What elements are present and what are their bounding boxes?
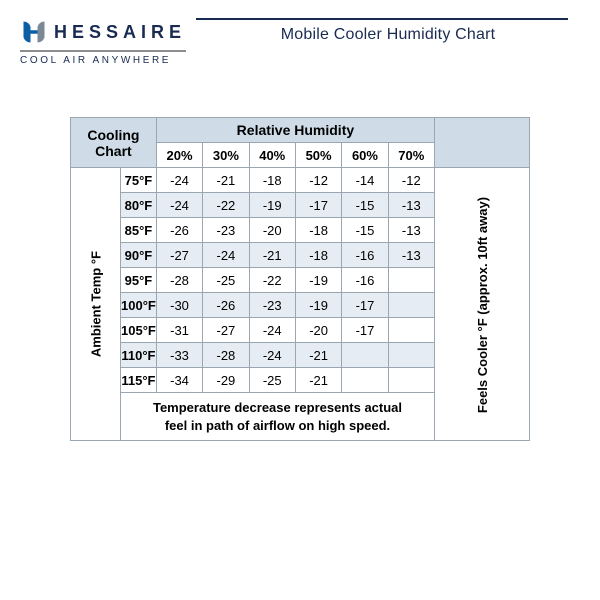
humidity-col-3: 50%: [295, 143, 341, 168]
cell-1-3: -17: [295, 193, 341, 218]
humidity-col-2: 40%: [249, 143, 295, 168]
cell-4-3: -19: [295, 268, 341, 293]
cell-8-5: [388, 368, 434, 393]
cell-5-4: -17: [342, 293, 388, 318]
temp-row-4: 95°F: [121, 268, 157, 293]
footnote: Temperature decrease represents actualfe…: [121, 393, 435, 441]
cell-0-1: -21: [203, 168, 249, 193]
right-label: Feels Cooler °F (approx. 10ft away): [435, 168, 530, 441]
cell-0-2: -18: [249, 168, 295, 193]
cell-2-5: -13: [388, 218, 434, 243]
title-block: Mobile Cooler Humidity Chart: [196, 18, 580, 44]
humidity-col-4: 60%: [342, 143, 388, 168]
temp-row-3: 90°F: [121, 243, 157, 268]
col-group-label: Relative Humidity: [156, 118, 434, 143]
brand-name: HESSAIRE: [54, 22, 186, 43]
cell-6-2: -24: [249, 318, 295, 343]
cell-6-5: [388, 318, 434, 343]
cell-8-2: -25: [249, 368, 295, 393]
cell-3-3: -18: [295, 243, 341, 268]
temp-row-2: 85°F: [121, 218, 157, 243]
humidity-col-5: 70%: [388, 143, 434, 168]
cell-3-0: -27: [156, 243, 202, 268]
cell-1-1: -22: [203, 193, 249, 218]
temp-row-8: 115°F: [121, 368, 157, 393]
cell-2-2: -20: [249, 218, 295, 243]
temp-row-0: 75°F: [121, 168, 157, 193]
cell-7-2: -24: [249, 343, 295, 368]
humidity-col-0: 20%: [156, 143, 202, 168]
top-right-blank: [435, 118, 530, 168]
cell-2-4: -15: [342, 218, 388, 243]
cell-0-4: -14: [342, 168, 388, 193]
cell-5-3: -19: [295, 293, 341, 318]
cell-5-0: -30: [156, 293, 202, 318]
cell-5-2: -23: [249, 293, 295, 318]
cell-0-5: -12: [388, 168, 434, 193]
cell-7-1: -28: [203, 343, 249, 368]
cell-6-3: -20: [295, 318, 341, 343]
cell-6-1: -27: [203, 318, 249, 343]
cell-8-3: -21: [295, 368, 341, 393]
brand-tagline: COOL AIR ANYWHERE: [20, 55, 186, 66]
cell-2-3: -18: [295, 218, 341, 243]
cell-4-0: -28: [156, 268, 202, 293]
cell-4-2: -22: [249, 268, 295, 293]
cell-3-2: -21: [249, 243, 295, 268]
cell-8-0: -34: [156, 368, 202, 393]
cell-1-0: -24: [156, 193, 202, 218]
cell-4-1: -25: [203, 268, 249, 293]
cell-6-4: -17: [342, 318, 388, 343]
cell-5-1: -26: [203, 293, 249, 318]
cell-7-3: -21: [295, 343, 341, 368]
cell-7-0: -33: [156, 343, 202, 368]
brand-logo-icon: [20, 18, 48, 46]
cell-3-1: -24: [203, 243, 249, 268]
brand-block: HESSAIRE COOL AIR ANYWHERE: [20, 18, 186, 66]
cell-5-5: [388, 293, 434, 318]
cell-1-4: -15: [342, 193, 388, 218]
cell-2-1: -23: [203, 218, 249, 243]
temp-row-1: 80°F: [121, 193, 157, 218]
cell-8-4: [342, 368, 388, 393]
title-rule: [196, 18, 568, 20]
cell-1-2: -19: [249, 193, 295, 218]
temp-row-5: 100°F: [121, 293, 157, 318]
cell-7-5: [388, 343, 434, 368]
cell-4-4: -16: [342, 268, 388, 293]
cell-7-4: [342, 343, 388, 368]
cell-2-0: -26: [156, 218, 202, 243]
cell-4-5: [388, 268, 434, 293]
cell-1-5: -13: [388, 193, 434, 218]
corner-label: CoolingChart: [71, 118, 157, 168]
page-title: Mobile Cooler Humidity Chart: [196, 26, 580, 44]
cell-3-5: -13: [388, 243, 434, 268]
cooling-chart-table: CoolingChartRelative Humidity20%30%40%50…: [70, 117, 530, 441]
humidity-col-1: 30%: [203, 143, 249, 168]
cell-6-0: -31: [156, 318, 202, 343]
cell-0-0: -24: [156, 168, 202, 193]
temp-row-7: 110°F: [121, 343, 157, 368]
row-group-label: Ambient Temp °F: [71, 168, 121, 441]
cell-8-1: -29: [203, 368, 249, 393]
temp-row-6: 105°F: [121, 318, 157, 343]
brand-divider: [20, 50, 186, 52]
cell-3-4: -16: [342, 243, 388, 268]
cell-0-3: -12: [295, 168, 341, 193]
header: HESSAIRE COOL AIR ANYWHERE Mobile Cooler…: [0, 0, 600, 72]
